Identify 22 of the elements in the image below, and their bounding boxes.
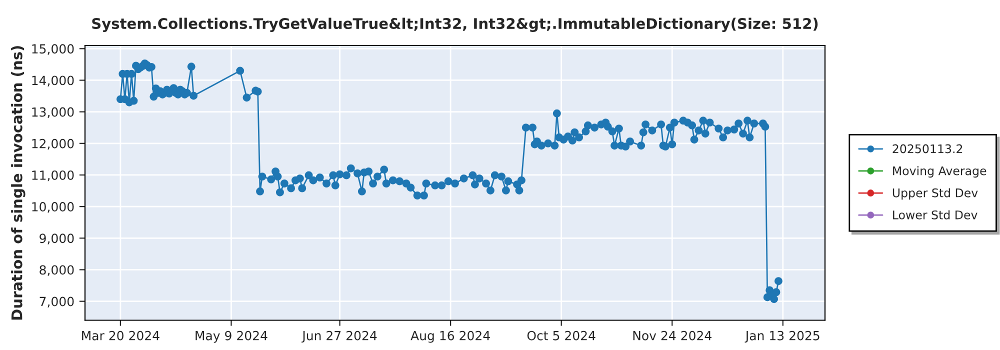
y-tick-label: 13,000 <box>32 107 74 118</box>
y-tick-label: 7,000 <box>40 296 74 308</box>
y-tick-label: 15,000 <box>32 44 74 55</box>
y-tick-label: 12,000 <box>32 138 74 150</box>
y-tick-label: 9,000 <box>40 234 74 244</box>
legend-label: 20250113.2 <box>892 144 962 154</box>
chart-title: System.Collections.TryGetValueTrue&lt;Int32, Int32&gt;.ImmutableDictionary(Size: 512) <box>92 18 818 32</box>
x-tick-label: Aug 16 2024 <box>410 330 490 343</box>
legend-label: Upper Std Dev <box>892 188 978 200</box>
y-tick-label: 8,000 <box>40 265 74 276</box>
x-tick-label: Nov 24 2024 <box>633 330 712 340</box>
x-tick-label: Jun 27 2024 <box>302 330 377 343</box>
x-tick-label: Mar 20 2024 <box>82 330 160 340</box>
legend-label: Lower Std Dev <box>893 210 978 220</box>
x-tick-label: May 9 2024 <box>196 330 268 343</box>
y-axis-title: Duration of single invocation (ns) <box>11 46 26 320</box>
y-tick-label: 10,000 <box>32 202 74 213</box>
x-tick-label: Oct 5 2024 <box>527 330 596 340</box>
legend-label: Moving Average <box>893 166 986 178</box>
x-tick-label: Jan 13 2025 <box>744 330 820 343</box>
y-tick-label: 14,000 <box>32 76 74 86</box>
y-tick-label: 11,000 <box>32 170 74 182</box>
